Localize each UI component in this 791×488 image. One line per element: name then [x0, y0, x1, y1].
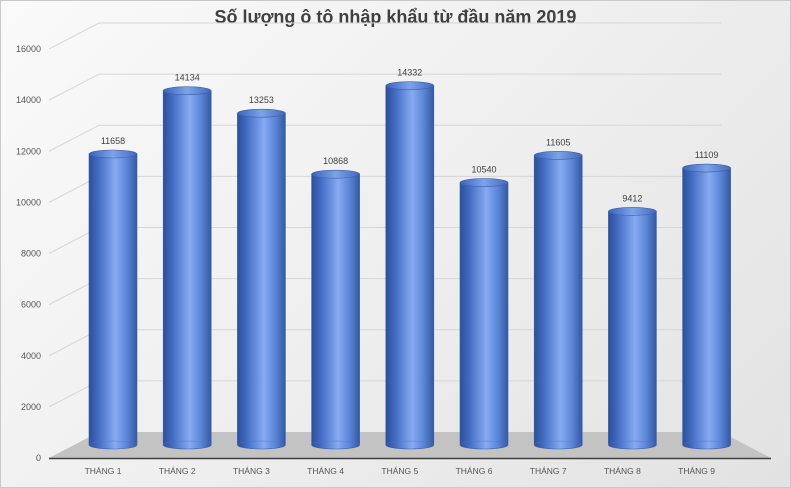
x-tick-label: THÁNG 5 [381, 466, 418, 476]
x-tick-label: THÁNG 2 [159, 466, 196, 476]
x-tick-label: THÁNG 7 [530, 466, 567, 476]
bar: 14332 [385, 68, 435, 450]
bar: 10540 [459, 165, 509, 450]
y-tick-label: 16000 [16, 44, 41, 54]
bar: 14134 [162, 73, 212, 450]
gridline [48, 22, 721, 50]
chart-title: Số lượng ô tô nhập khẩu từ đầu năm 2019 [214, 7, 577, 27]
x-tick-label: THÁNG 9 [678, 466, 715, 476]
bar: 11605 [533, 137, 583, 450]
data-label: 14332 [397, 68, 422, 78]
data-label: 9412 [622, 193, 642, 203]
x-axis-labels: THÁNG 1 THÁNG 2 THÁNG 3 THÁNG 4 THÁNG 5 THÁNG… [85, 466, 716, 476]
x-tick-label: THÁNG 8 [604, 466, 641, 476]
y-tick-label: 4000 [21, 351, 41, 361]
gridline [48, 175, 721, 203]
x-tick-label: THÁNG 4 [307, 466, 344, 476]
bar: 13253 [237, 95, 286, 450]
y-tick-label: 12000 [16, 146, 41, 156]
bars: 11658 14134 13253 10868 14332 10540 11605 9412 1… [88, 68, 731, 450]
y-tick-label: 2000 [21, 402, 41, 412]
x-tick-label: THÁNG 6 [456, 466, 493, 476]
bar: 10868 [311, 156, 360, 450]
x-tick-label: THÁNG 1 [85, 466, 122, 476]
y-tick-label: 6000 [21, 300, 41, 310]
x-tick-label: THÁNG 3 [233, 466, 270, 476]
data-label: 10540 [471, 165, 496, 175]
y-tick-label: 8000 [21, 249, 41, 259]
data-label: 10868 [323, 156, 348, 166]
y-tick-label: 14000 [16, 95, 41, 105]
bar: 11658 [88, 136, 138, 450]
y-axis-labels: 0 2000 4000 6000 8000 10000 12000 14000 16000 [16, 44, 41, 463]
data-label: 14134 [175, 73, 200, 83]
data-label: 13253 [249, 95, 274, 105]
gridline [48, 73, 721, 101]
y-tick-label: 10000 [16, 197, 41, 207]
data-label: 11109 [695, 150, 719, 160]
data-label: 11605 [546, 137, 570, 147]
y-tick-label: 0 [36, 453, 41, 463]
bar: 11109 [682, 150, 731, 450]
bar: 9412 [608, 193, 657, 450]
data-label: 11658 [101, 136, 125, 146]
gridline [48, 124, 721, 152]
